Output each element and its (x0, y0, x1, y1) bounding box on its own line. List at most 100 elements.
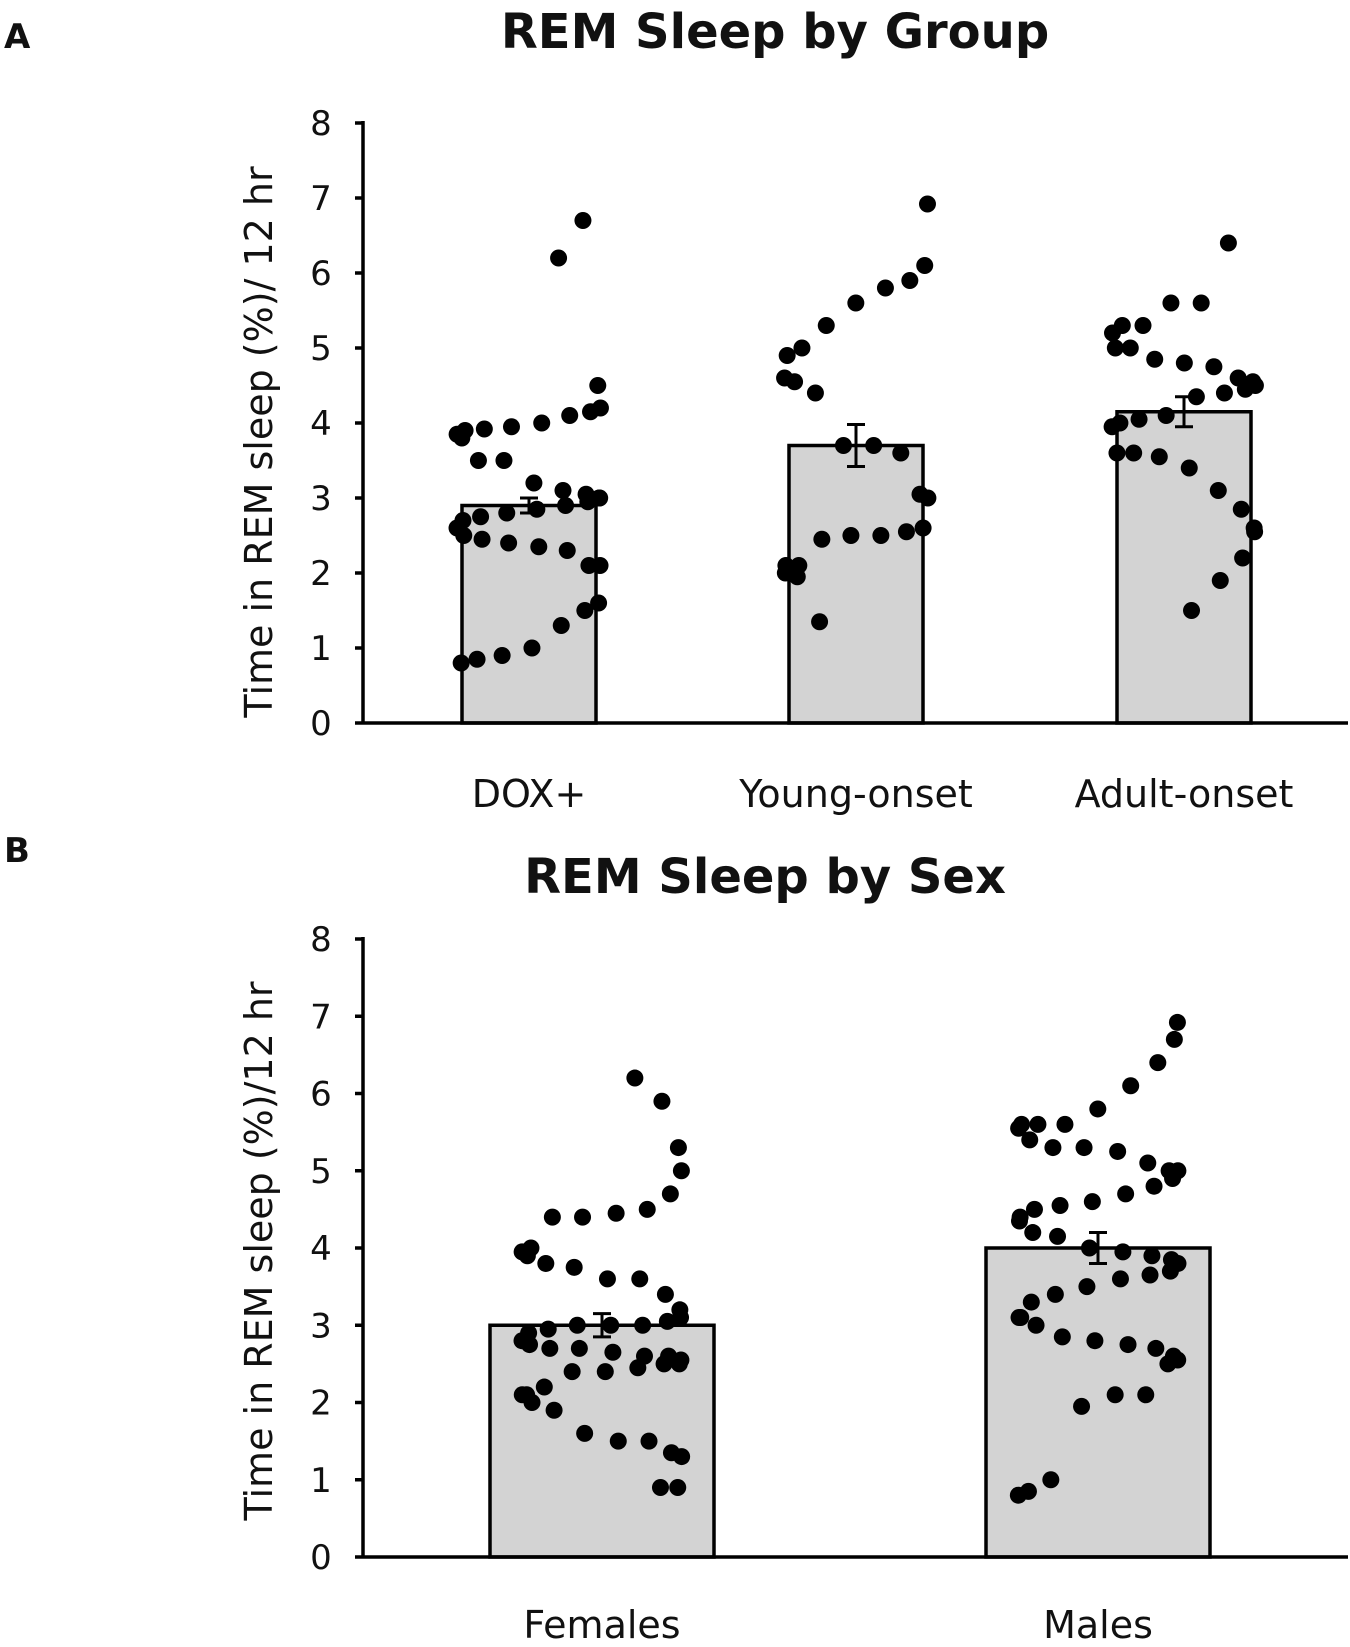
bar-males (984, 1246, 1212, 1559)
data-point (502, 418, 520, 436)
data-point (1078, 1278, 1096, 1296)
data-point (518, 1247, 536, 1265)
data-point (640, 1432, 658, 1450)
data-point (655, 1355, 673, 1373)
data-point (1139, 1154, 1157, 1172)
data-point (1149, 1054, 1167, 1072)
data-point (1180, 459, 1198, 477)
y-tick-label: 4 (310, 404, 332, 444)
chart-title-b: REM Sleep by Sex (524, 849, 1006, 905)
data-point (1162, 294, 1180, 312)
data-point (1022, 1293, 1040, 1311)
data-point (1183, 602, 1201, 619)
data-point (472, 508, 490, 526)
data-point (661, 1185, 679, 1203)
data-point (1246, 523, 1264, 541)
data-point (541, 1339, 559, 1357)
data-point (629, 1359, 647, 1377)
data-point (455, 527, 473, 544)
data-point (1143, 1247, 1161, 1265)
y-tick-label: 1 (310, 629, 332, 669)
data-point (1125, 444, 1143, 462)
data-point (469, 452, 487, 469)
data-point (778, 347, 796, 364)
data-point (550, 249, 568, 267)
data-point (475, 420, 493, 438)
data-point (1121, 339, 1139, 357)
data-point (1106, 339, 1124, 357)
data-point (638, 1200, 656, 1218)
data-point (453, 429, 471, 447)
data-point (673, 1448, 691, 1466)
x-category-label: Males (1043, 1603, 1153, 1647)
data-point (1236, 380, 1254, 398)
data-point (897, 523, 915, 541)
data-point (1219, 234, 1237, 252)
data-point (1104, 324, 1122, 342)
data-point (786, 373, 804, 391)
data-point (473, 530, 491, 548)
chart-title-a: REM Sleep by Group (501, 4, 1049, 60)
data-point (672, 1309, 690, 1327)
data-point (817, 317, 835, 334)
data-point (631, 1270, 649, 1288)
y-tick-label: 8 (310, 920, 332, 960)
data-point (590, 594, 608, 612)
y-tick-label: 7 (310, 997, 332, 1037)
x-category-label: Females (523, 1603, 680, 1647)
data-point (539, 1320, 557, 1338)
panel-label-a: A (4, 17, 31, 57)
data-point (1150, 448, 1168, 466)
y-tick-label: 3 (310, 479, 332, 519)
data-point (1086, 1332, 1104, 1350)
data-point (1029, 1115, 1047, 1133)
data-point (498, 504, 516, 522)
data-point (1111, 1270, 1129, 1288)
data-point (1044, 1139, 1062, 1157)
data-point (500, 534, 518, 552)
data-point (530, 538, 548, 556)
data-point (598, 1270, 616, 1288)
data-point (568, 1316, 586, 1334)
data-point (535, 1378, 553, 1396)
data-point (1234, 549, 1252, 567)
data-point (565, 1258, 583, 1276)
data-point (579, 493, 597, 511)
data-point (1073, 1397, 1091, 1415)
data-point (658, 1312, 676, 1330)
data-point (872, 527, 890, 544)
data-point (576, 1424, 594, 1442)
data-point (607, 1204, 625, 1222)
data-point (634, 1316, 652, 1334)
data-point (558, 542, 576, 559)
data-point (582, 403, 600, 421)
data-point (1187, 388, 1205, 406)
data-point (918, 195, 936, 213)
data-point (811, 613, 829, 631)
data-point (493, 647, 511, 664)
data-point (1119, 1336, 1137, 1354)
data-point (528, 500, 546, 518)
error-bar (593, 1312, 611, 1339)
plot-area-b: 0 1 2 3 4 5 6 7 8 Females Males (310, 920, 1348, 1647)
data-point (533, 414, 551, 432)
data-point (1103, 418, 1121, 436)
data-point (914, 519, 932, 537)
y-tick-label: 2 (310, 1384, 332, 1424)
data-point (1025, 1200, 1043, 1218)
data-point (1053, 1328, 1071, 1346)
data-point (1117, 1185, 1135, 1203)
data-point (1106, 1386, 1124, 1404)
data-point (570, 1339, 588, 1357)
data-point (892, 444, 910, 462)
y-tick-label: 5 (310, 1152, 332, 1192)
data-point (670, 1355, 688, 1373)
y-tick-label: 6 (310, 1075, 332, 1115)
data-point (543, 1208, 561, 1226)
data-point (669, 1478, 687, 1496)
data-point (1232, 500, 1250, 518)
y-tick-label: 1 (310, 1461, 332, 1501)
data-point (842, 527, 860, 544)
data-point (1168, 1013, 1186, 1031)
